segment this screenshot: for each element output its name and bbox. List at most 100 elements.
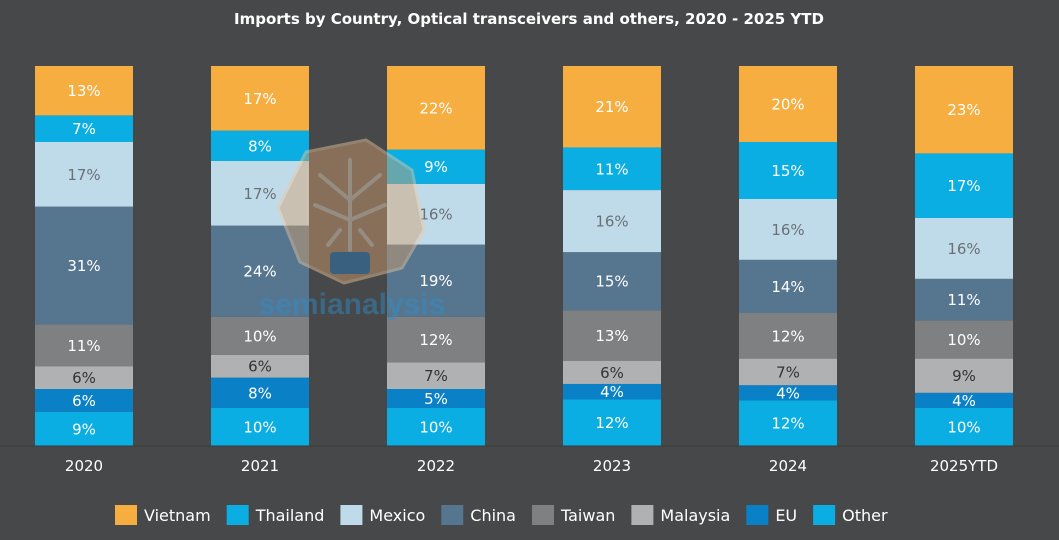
data-label-taiwan-2025ytd: 10% — [947, 331, 980, 349]
bar-segment-thailand-2025ytd — [915, 153, 1013, 218]
data-label-taiwan-2024: 12% — [771, 327, 804, 345]
legend-swatch-china — [441, 505, 464, 525]
data-label-malaysia-2025ytd: 9% — [952, 367, 976, 385]
x-tick-label-2024: 2024 — [769, 457, 807, 475]
bar-segment-eu-2021 — [211, 377, 309, 408]
data-label-other-2025ytd: 10% — [947, 419, 980, 437]
bar-segment-mexico-2023 — [563, 190, 661, 253]
bar-segment-eu-2024 — [739, 385, 837, 401]
bar-segment-other-2022 — [387, 408, 485, 446]
data-label-china-2025ytd: 11% — [947, 291, 980, 309]
legend-swatch-eu — [746, 505, 769, 525]
bar-segment-taiwan-2023 — [563, 310, 661, 361]
legend-label-taiwan: Taiwan — [560, 506, 615, 525]
bar-segment-malaysia-2021 — [211, 354, 309, 378]
data-label-other-2022: 10% — [419, 419, 452, 437]
legend-swatch-other — [813, 505, 836, 525]
bar-segment-vietnam-2023 — [563, 66, 661, 148]
data-label-other-2024: 12% — [771, 415, 804, 433]
data-label-malaysia-2024: 7% — [776, 363, 800, 381]
data-label-china-2022: 19% — [419, 272, 452, 290]
data-label-vietnam-2023: 21% — [595, 98, 628, 116]
data-label-thailand-2024: 15% — [771, 162, 804, 180]
bar-segment-mexico-2022 — [387, 183, 485, 245]
bar-segment-eu-2023 — [563, 383, 661, 400]
lightbulb-circuit-lines — [313, 158, 387, 252]
bar-segment-thailand-2024 — [739, 142, 837, 199]
x-tick-label-2025ytd: 2025YTD — [930, 457, 998, 475]
data-label-taiwan-2021: 10% — [243, 327, 276, 345]
bar-segment-other-2021 — [211, 408, 309, 446]
data-label-mexico-2024: 16% — [771, 221, 804, 239]
legend-label-mexico: Mexico — [369, 506, 425, 525]
bar-segment-vietnam-2024 — [739, 66, 837, 142]
data-label-mexico-2025ytd: 16% — [947, 240, 980, 258]
bar-segment-malaysia-2024 — [739, 358, 837, 386]
bar-segment-china-2025ytd — [915, 278, 1013, 321]
legend-label-china: China — [470, 506, 516, 525]
bar-segment-eu-2022 — [387, 389, 485, 408]
legend-swatch-malaysia — [631, 505, 654, 525]
bar-segment-other-2023 — [563, 399, 661, 446]
data-label-thailand-2022: 9% — [424, 158, 448, 176]
bar-segment-taiwan-2022 — [387, 316, 485, 363]
data-label-mexico-2023: 16% — [595, 213, 628, 231]
legend-label-eu: EU — [775, 506, 797, 525]
data-label-eu-2021: 8% — [248, 384, 272, 402]
x-tick-label-2022: 2022 — [417, 457, 455, 475]
legend-swatch-mexico — [340, 505, 363, 525]
legend-label-malaysia: Malaysia — [660, 506, 730, 525]
x-tick-label-2020: 2020 — [65, 457, 103, 475]
data-label-vietnam-2021: 17% — [243, 90, 276, 108]
data-label-mexico-2021: 17% — [243, 185, 276, 203]
data-label-taiwan-2023: 13% — [595, 327, 628, 345]
bar-segment-malaysia-2025ytd — [915, 358, 1013, 393]
legend-label-vietnam: Vietnam — [144, 506, 211, 525]
bar-segment-mexico-2021 — [211, 161, 309, 226]
x-tick-label-2021: 2021 — [241, 457, 279, 475]
bar-segment-china-2023 — [563, 252, 661, 311]
bar-segment-thailand-2020 — [35, 115, 133, 142]
data-label-other-2020: 9% — [72, 420, 96, 438]
legend-label-thailand: Thailand — [255, 506, 325, 525]
bar-segment-mexico-2025ytd — [915, 218, 1013, 279]
lightbulb-circuit-icon — [276, 138, 426, 285]
data-label-china-2023: 15% — [595, 273, 628, 291]
bar-segment-other-2025ytd — [915, 408, 1013, 446]
bar-segment-china-2020 — [35, 206, 133, 325]
bar-segment-china-2021 — [211, 225, 309, 317]
bar-segment-malaysia-2023 — [563, 360, 661, 384]
data-label-vietnam-2024: 20% — [771, 96, 804, 114]
data-label-taiwan-2022: 12% — [419, 331, 452, 349]
bar-segment-taiwan-2021 — [211, 316, 309, 355]
bar-segment-taiwan-2024 — [739, 313, 837, 359]
data-label-taiwan-2020: 11% — [67, 337, 100, 355]
bar-segment-eu-2020 — [35, 389, 133, 412]
legend-swatch-vietnam — [115, 505, 137, 525]
data-label-eu-2025ytd: 4% — [952, 392, 976, 410]
x-tick-labels: 2020 2021 2022 2023 2024 2025YTD — [65, 457, 998, 475]
bar-segment-other-2020 — [35, 411, 133, 446]
data-label-thailand-2020: 7% — [72, 120, 96, 138]
bars-group: 9% 6% 6% 11% 31% 17% 7% 13% 10% 8% 6% 10% 24% 17% 8% 17… — [35, 66, 1013, 446]
data-label-vietnam-2020: 13% — [67, 82, 100, 100]
bar-segment-thailand-2023 — [563, 147, 661, 191]
data-label-eu-2023: 4% — [600, 383, 624, 401]
x-tick-label-2023: 2023 — [593, 457, 631, 475]
data-label-other-2021: 10% — [243, 419, 276, 437]
chart-title: Imports by Country, Optical transceivers… — [234, 10, 824, 28]
data-label-eu-2024: 4% — [776, 384, 800, 402]
bar-segment-thailand-2022 — [387, 149, 485, 184]
bar-segment-taiwan-2020 — [35, 324, 133, 367]
bar-segment-malaysia-2020 — [35, 366, 133, 389]
legend: Vietnam Thailand Mexico China Taiwan Malaysia… — [115, 505, 888, 525]
data-label-malaysia-2020: 6% — [72, 369, 96, 387]
bar-segment-china-2022 — [387, 244, 485, 317]
bar-segment-vietnam-2022 — [387, 66, 485, 150]
data-label-malaysia-2022: 7% — [424, 367, 448, 385]
bar-segment-vietnam-2020 — [35, 66, 133, 116]
bar-segment-taiwan-2025ytd — [915, 320, 1013, 359]
data-label-eu-2020: 6% — [72, 392, 96, 410]
data-label-thailand-2023: 11% — [595, 160, 628, 178]
